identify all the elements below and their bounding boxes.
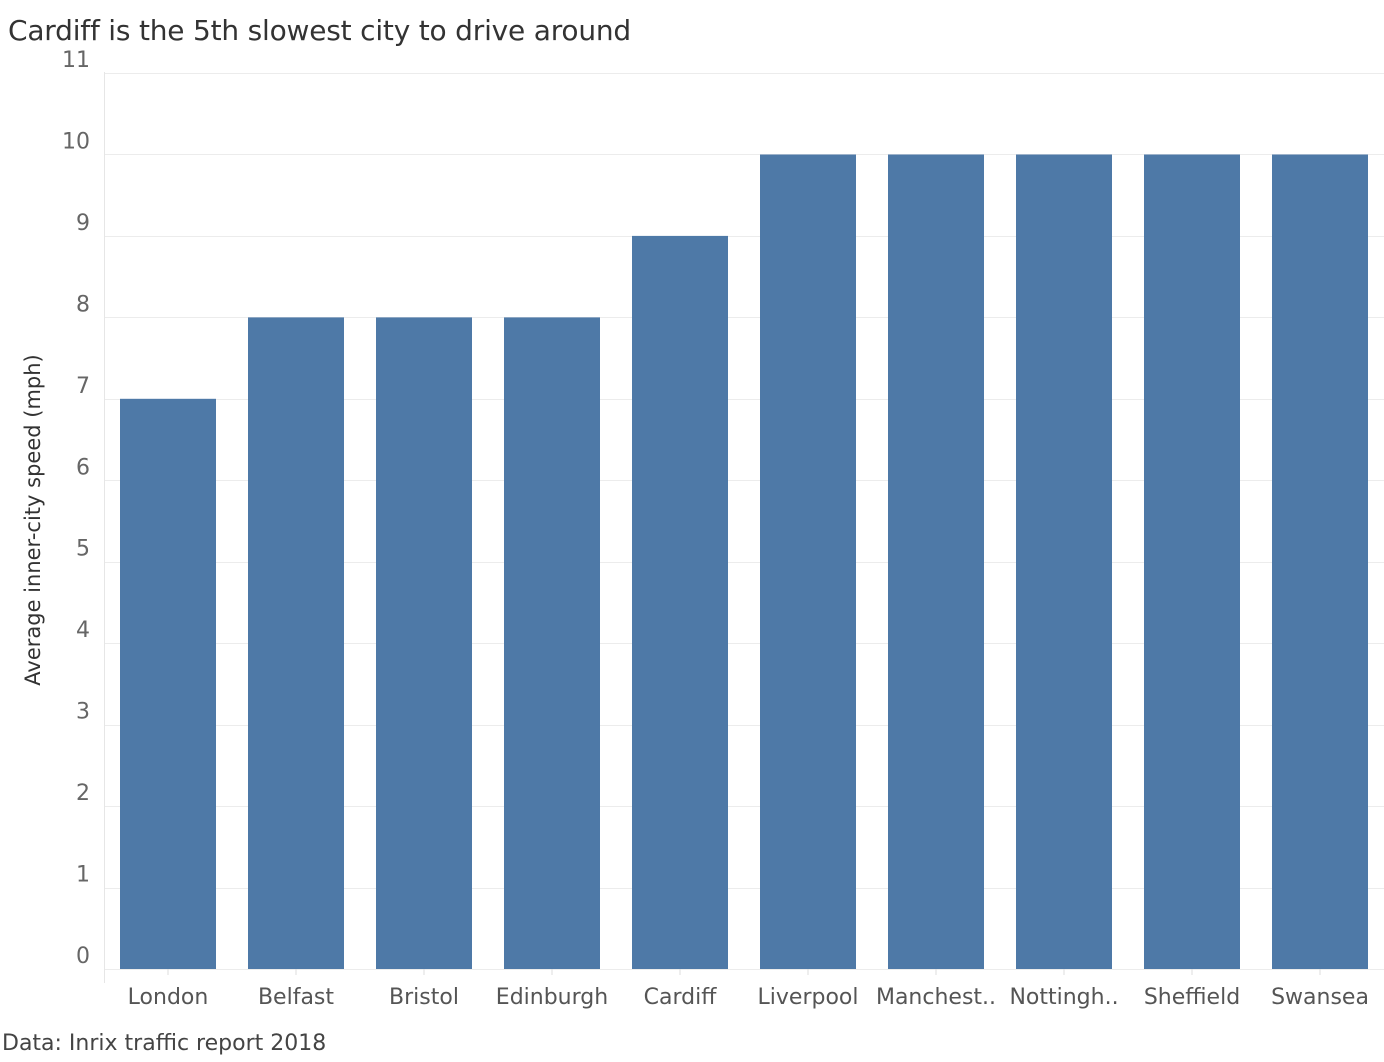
x-tick-label: London: [128, 985, 209, 1010]
x-tick-label: Edinburgh: [496, 985, 608, 1010]
y-tick-label: 6: [76, 455, 90, 480]
bar: [1144, 154, 1240, 969]
y-tick-label: 2: [76, 781, 90, 806]
y-tick-label: 9: [76, 211, 90, 236]
source-note: Data: Inrix traffic report 2018: [2, 1031, 327, 1056]
bar: [1272, 154, 1368, 969]
x-tick-label: Manchest..: [876, 985, 996, 1010]
y-tick-label: 3: [76, 700, 90, 725]
x-tick-label: Bristol: [389, 985, 459, 1010]
bar: [120, 398, 216, 969]
y-tick-label: 4: [76, 618, 90, 643]
bar: [248, 317, 344, 969]
bar: [1016, 154, 1112, 969]
x-tick-label: Swansea: [1271, 985, 1369, 1010]
x-tick-label: Belfast: [258, 985, 334, 1010]
bar: [888, 154, 984, 969]
y-tick-label: 0: [76, 944, 90, 969]
bar: [760, 154, 856, 969]
y-tick-label: 8: [76, 292, 90, 317]
y-tick-label: 1: [76, 863, 90, 888]
x-tick-label: Cardiff: [644, 985, 718, 1010]
x-tick-label: Sheffield: [1144, 985, 1240, 1010]
bar: [504, 317, 600, 969]
chart-title: Cardiff is the 5th slowest city to drive…: [8, 14, 631, 47]
bar: [632, 235, 728, 969]
x-tick-label: Liverpool: [758, 985, 859, 1010]
x-tick-label: Nottingh..: [1009, 985, 1118, 1010]
bar: [376, 317, 472, 969]
y-tick-label: 7: [76, 374, 90, 399]
y-tick-label: 10: [62, 129, 90, 154]
y-tick-label: 11: [62, 48, 90, 73]
y-tick-label: 5: [76, 537, 90, 562]
